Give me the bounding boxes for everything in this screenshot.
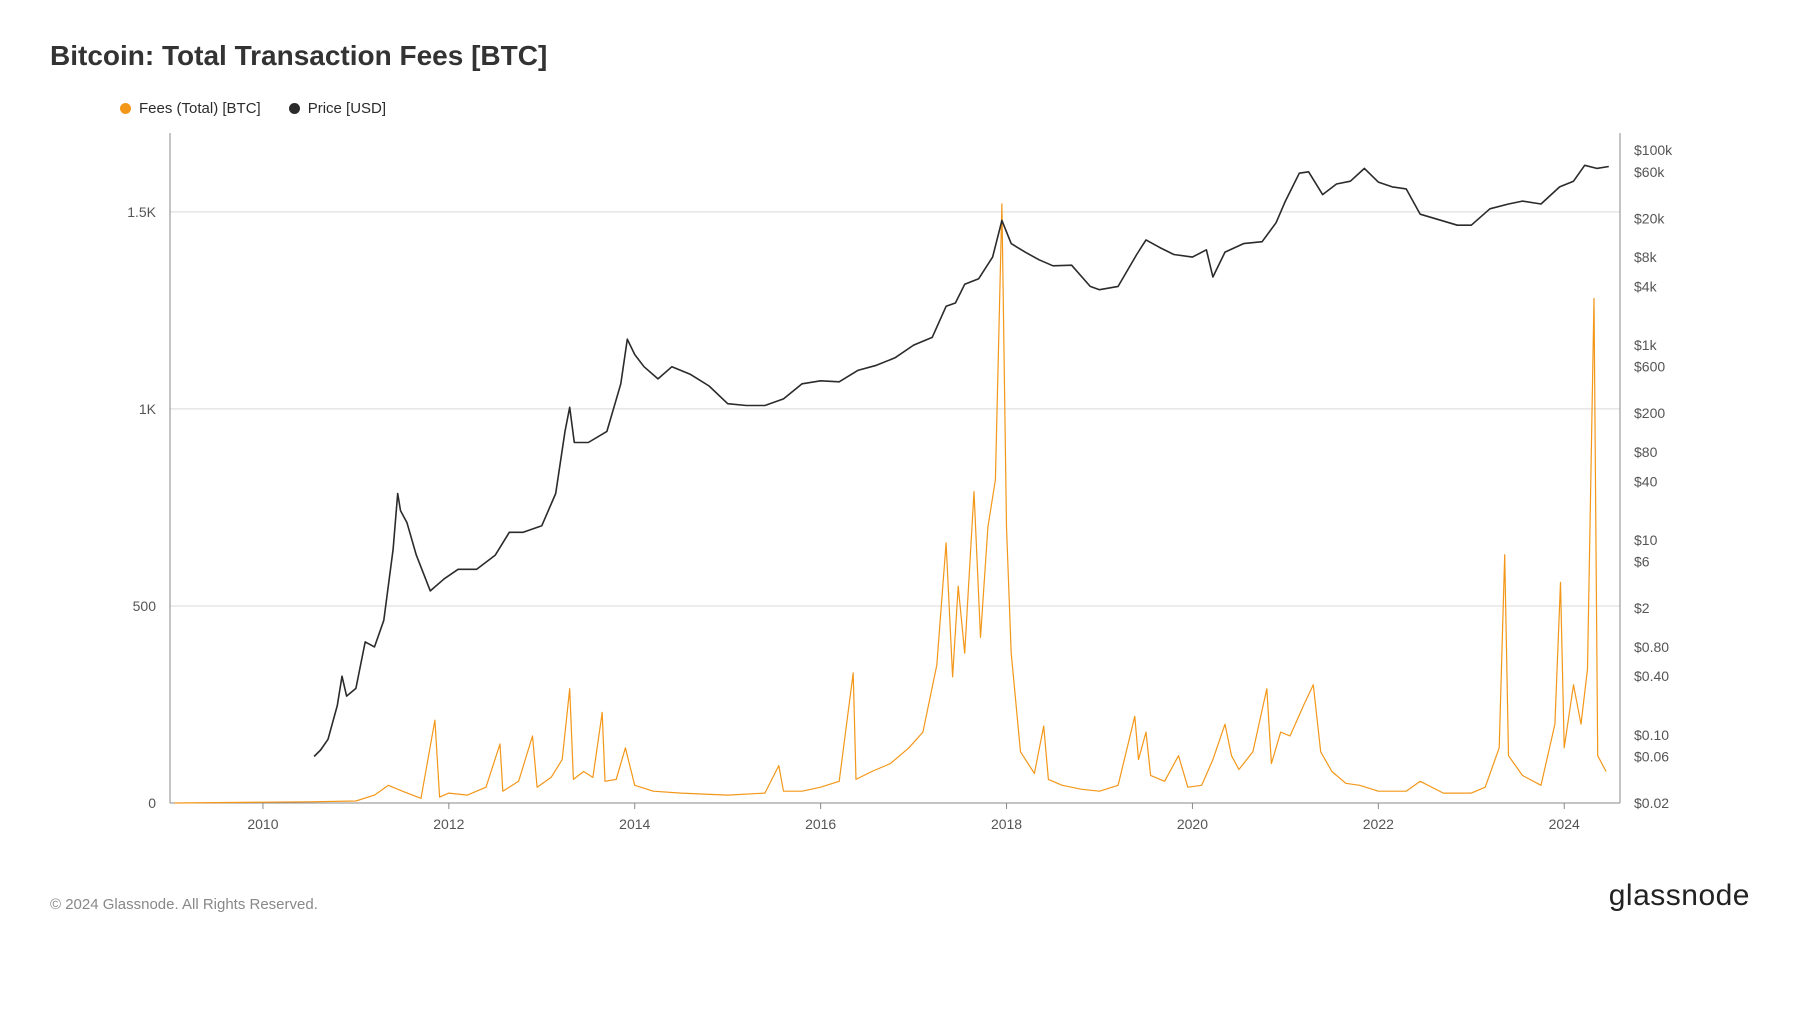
legend-swatch-price <box>289 103 300 114</box>
chart-title: Bitcoin: Total Transaction Fees [BTC] <box>50 40 1750 72</box>
legend-swatch-fees <box>120 103 131 114</box>
svg-text:$6: $6 <box>1634 554 1650 570</box>
brand-logo: glassnode <box>1609 879 1750 913</box>
svg-text:2022: 2022 <box>1363 816 1394 832</box>
svg-text:$200: $200 <box>1634 405 1665 421</box>
svg-text:$0.06: $0.06 <box>1634 749 1669 765</box>
legend: Fees (Total) [BTC] Price [USD] <box>120 100 1750 117</box>
svg-text:$100k: $100k <box>1634 142 1673 158</box>
svg-text:$1k: $1k <box>1634 337 1658 353</box>
svg-text:$0.02: $0.02 <box>1634 795 1669 811</box>
svg-text:2012: 2012 <box>433 816 464 832</box>
svg-text:$40: $40 <box>1634 473 1658 489</box>
svg-text:2010: 2010 <box>247 816 278 832</box>
svg-text:1K: 1K <box>139 401 157 417</box>
legend-label-price: Price [USD] <box>308 100 386 117</box>
copyright-text: © 2024 Glassnode. All Rights Reserved. <box>50 896 318 913</box>
chart-area: 0 500 1K 1.5K $0.02 $0.06 $0.10 $0.40 $0.80 $2 $6 $… <box>50 123 1750 853</box>
svg-text:$8k: $8k <box>1634 249 1658 265</box>
svg-text:0: 0 <box>148 795 156 811</box>
svg-text:2024: 2024 <box>1549 816 1580 832</box>
svg-text:$0.10: $0.10 <box>1634 727 1669 743</box>
svg-text:$10: $10 <box>1634 532 1658 548</box>
legend-item-fees: Fees (Total) [BTC] <box>120 100 261 117</box>
svg-text:2018: 2018 <box>991 816 1022 832</box>
svg-text:2014: 2014 <box>619 816 650 832</box>
svg-text:$0.40: $0.40 <box>1634 668 1669 684</box>
svg-text:$60k: $60k <box>1634 164 1665 180</box>
svg-text:2020: 2020 <box>1177 816 1208 832</box>
svg-text:$80: $80 <box>1634 444 1658 460</box>
svg-text:$20k: $20k <box>1634 210 1665 226</box>
svg-text:500: 500 <box>133 598 157 614</box>
svg-text:$2: $2 <box>1634 600 1650 616</box>
svg-text:1.5K: 1.5K <box>127 204 156 220</box>
legend-item-price: Price [USD] <box>289 100 386 117</box>
svg-text:$600: $600 <box>1634 359 1665 375</box>
svg-text:2016: 2016 <box>805 816 836 832</box>
chart-svg: 0 500 1K 1.5K $0.02 $0.06 $0.10 $0.40 $0.80 $2 $6 $… <box>50 123 1750 853</box>
svg-text:$0.80: $0.80 <box>1634 639 1669 655</box>
legend-label-fees: Fees (Total) [BTC] <box>139 100 261 117</box>
svg-text:$4k: $4k <box>1634 278 1658 294</box>
